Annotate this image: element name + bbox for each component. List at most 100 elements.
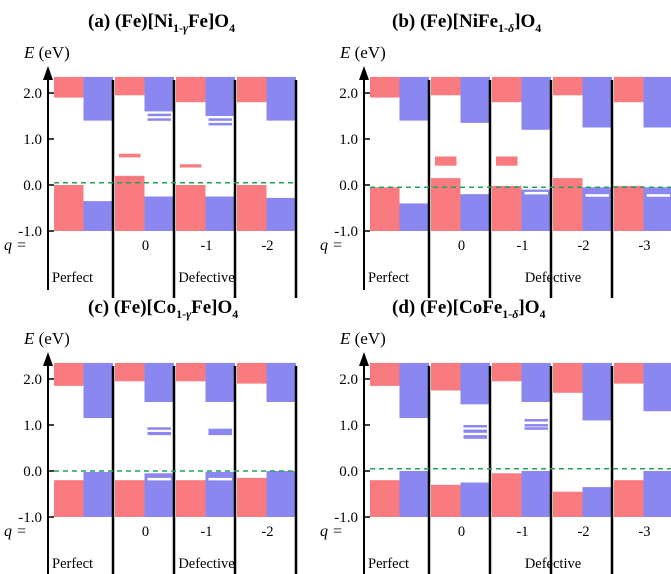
spin-down-defect-level — [585, 466, 609, 469]
spin-down-valence-band — [83, 201, 113, 231]
spin-down-valence-band — [460, 482, 490, 517]
q-label: q = — [320, 237, 343, 254]
y-tick-label: 1.0 — [23, 132, 42, 148]
y-tick-label: 0.0 — [339, 464, 358, 480]
y-axis-label: E (eV) — [339, 43, 386, 62]
title-part: (d) (Fe)[CoFe — [392, 297, 502, 318]
spin-up-conduction-band — [370, 362, 400, 386]
title-part: δ — [512, 307, 518, 321]
spin-up-valence-band — [553, 178, 583, 231]
spin-down-defect-level — [463, 189, 487, 193]
charge-state-label: -3 — [638, 238, 650, 254]
spin-down-valence-band — [144, 473, 174, 517]
spin-up-defect-level — [180, 164, 202, 168]
panel-b: (b) (Fe)[NiFe1-δ]O4 E (eV) 2.0 1.0 0.0 -1.0q … — [320, 11, 671, 298]
spin-up-valence-band — [614, 480, 644, 517]
spin-down-defect-level — [524, 191, 548, 195]
spin-up-conduction-band — [115, 76, 145, 96]
title-part: γ — [186, 307, 191, 321]
spin-down-conduction-band — [144, 362, 174, 402]
y-axis-label: E (eV) — [23, 43, 70, 62]
spin-down-valence-band — [205, 196, 235, 231]
spin-down-valence-band — [266, 471, 296, 517]
spin-down-conduction-band — [266, 76, 296, 121]
spin-up-conduction-band — [492, 362, 522, 382]
defective-label: Defective — [178, 270, 234, 286]
spin-up-valence-band — [553, 491, 583, 517]
spin-up-conduction-band — [431, 362, 461, 391]
spin-down-conduction-band — [83, 76, 113, 121]
spin-up-valence-band — [431, 178, 461, 231]
spin-down-defect-level — [208, 122, 232, 126]
spin-up-valence-band — [492, 185, 522, 231]
spin-up-valence-band — [370, 480, 400, 517]
spin-up-valence-band — [492, 473, 522, 517]
title-part: 1- — [176, 307, 186, 321]
title-part: ]O — [518, 297, 539, 318]
spin-down-defect-level — [463, 429, 487, 433]
q-label: q = — [4, 237, 27, 254]
y-tick-label: -1.0 — [334, 224, 358, 240]
spin-down-conduction-band — [266, 362, 296, 402]
spin-down-conduction-band — [582, 76, 612, 128]
title-part: Fe]O — [188, 11, 229, 32]
spin-down-conduction-band — [205, 362, 235, 402]
y-axis-var: E — [339, 43, 351, 62]
spin-down-valence-band — [582, 487, 612, 517]
spin-down-valence-band — [83, 471, 113, 517]
title-part: 1- — [173, 21, 183, 35]
spin-up-conduction-band — [237, 362, 267, 384]
charge-state-label: -2 — [261, 238, 273, 254]
spin-down-valence-band — [144, 196, 174, 231]
title-part: 4 — [535, 21, 541, 35]
spin-up-conduction-band — [553, 362, 583, 393]
spin-up-defect-level — [496, 156, 518, 166]
spin-down-conduction-band — [643, 76, 671, 128]
charge-state-label: 0 — [142, 238, 149, 254]
y-tick-label: 2.0 — [339, 86, 358, 102]
spin-down-conduction-band — [399, 76, 429, 121]
y-tick-label: 2.0 — [23, 86, 42, 102]
spin-down-conduction-band — [399, 362, 429, 419]
spin-down-defect-level — [524, 419, 548, 422]
y-axis-label: E (eV) — [23, 329, 70, 348]
charge-state-label: -2 — [577, 524, 589, 540]
charge-state-label: -2 — [577, 238, 589, 254]
y-axis-var: E — [339, 329, 351, 348]
perfect-label: Perfect — [52, 556, 93, 572]
y-axis-arrow — [43, 66, 53, 80]
title-part: (b) (Fe)[NiFe — [392, 11, 498, 32]
title-part: γ — [183, 21, 188, 35]
title-part: (a) (Fe)[Ni — [88, 11, 173, 32]
panel-c: (c) (Fe)[Co1-γFe]O4 E (eV) 2.0 1.0 0.0 -1.0q … — [4, 297, 298, 574]
y-axis-var: E — [23, 43, 35, 62]
charge-state-label: -2 — [261, 524, 273, 540]
spin-up-conduction-band — [370, 76, 400, 98]
spin-up-conduction-band — [614, 362, 644, 384]
spin-down-defect-level — [585, 194, 609, 197]
y-tick-label: 0.0 — [23, 464, 42, 480]
perfect-label: Perfect — [52, 270, 93, 286]
charge-state-label: -1 — [516, 524, 528, 540]
y-axis-arrow — [43, 352, 53, 366]
spin-down-defect-level — [147, 431, 171, 436]
spin-down-conduction-band — [205, 76, 235, 116]
spin-down-conduction-band — [460, 362, 490, 405]
spin-up-conduction-band — [614, 76, 644, 103]
spin-down-conduction-band — [521, 362, 551, 402]
charge-state-label: 0 — [142, 524, 149, 540]
spin-down-conduction-band — [521, 76, 551, 130]
y-axis-unit: (eV) — [350, 43, 385, 62]
y-axis-unit: (eV) — [34, 43, 69, 62]
spin-down-valence-band — [460, 194, 490, 231]
title-part: ]O — [514, 11, 535, 32]
spin-down-defect-level — [208, 428, 232, 436]
q-label: q = — [4, 523, 27, 540]
spin-up-valence-band — [176, 185, 206, 231]
y-tick-label: 1.0 — [23, 418, 42, 434]
y-axis-label: E (eV) — [339, 329, 386, 348]
spin-down-valence-band — [643, 471, 671, 517]
spin-up-conduction-band — [431, 76, 461, 96]
panel-title: (a) (Fe)[Ni1-γFe]O4 — [88, 11, 235, 35]
